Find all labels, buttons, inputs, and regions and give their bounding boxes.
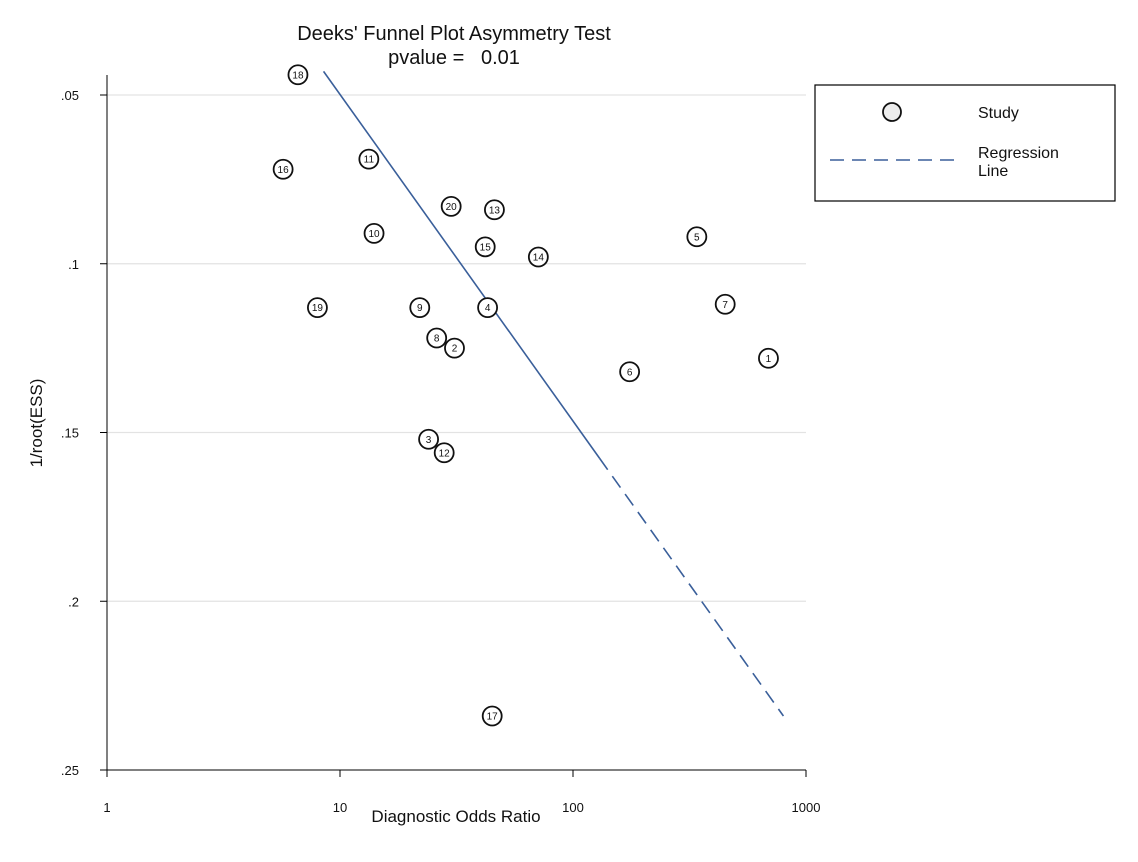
study-point-8: 8 (426, 327, 448, 349)
study-point-label: 12 (439, 448, 451, 459)
study-point-label: 4 (485, 303, 491, 314)
regression-line-dashed (598, 457, 785, 717)
study-point-marker (287, 64, 309, 86)
study-point-label: 20 (446, 202, 458, 213)
chart-title: Deeks' Funnel Plot Asymmetry Test (297, 23, 611, 45)
study-point-marker (272, 158, 294, 180)
study-point-marker (686, 226, 708, 248)
study-point-label: 17 (487, 712, 499, 723)
study-point-18: 18 (287, 64, 309, 86)
study-point-marker (481, 705, 503, 727)
study-point-label: 9 (417, 303, 423, 314)
study-point-19: 19 (307, 297, 328, 319)
regression-line-solid (322, 70, 601, 459)
y-tick-label: .2 (68, 594, 79, 609)
study-point-15: 15 (474, 236, 496, 258)
plot-area: .05.1.15.2.25 1 10 100 1000 123456789101112… (61, 64, 820, 815)
study-point-4: 4 (477, 297, 498, 319)
study-point-marker (440, 195, 462, 217)
study-point-marker (307, 297, 328, 319)
legend-box (814, 84, 1116, 202)
study-point-label: 1 (766, 354, 772, 365)
study-point-20: 20 (440, 195, 462, 217)
y-ticks: .05 .1 .15 .2 .25 (61, 88, 107, 778)
study-point-label: 6 (627, 367, 633, 378)
study-point-label: 13 (489, 205, 501, 216)
x-ticks: 1 10 100 1000 (103, 770, 820, 815)
y-axis-label: 1/root(ESS) (27, 379, 46, 468)
study-point-12: 12 (433, 442, 455, 464)
x-axis-label: Diagnostic Odds Ratio (371, 807, 540, 826)
study-point-label: 10 (368, 229, 380, 240)
chart-subtitle: pvalue = 0.01 (388, 47, 520, 69)
x-tick-label: 1 (103, 800, 110, 815)
study-point-marker (474, 236, 496, 258)
x-tick-label: 1000 (792, 800, 821, 815)
study-point-label: 16 (278, 165, 290, 176)
study-point-marker (363, 222, 385, 244)
study-point-marker (409, 297, 431, 319)
legend-regression-label-line2: Line (978, 163, 1008, 180)
study-point-marker (758, 347, 779, 369)
study-point-7: 7 (714, 293, 736, 315)
study-point-5: 5 (686, 226, 708, 248)
study-point-label: 14 (533, 253, 545, 264)
y-tick-label: .25 (61, 763, 79, 778)
study-point-9: 9 (409, 297, 431, 319)
study-point-label: 11 (364, 155, 375, 166)
study-point-3: 3 (418, 428, 439, 450)
study-point-2: 2 (444, 337, 465, 359)
regression-line (322, 70, 785, 717)
y-tick-label: .1 (68, 257, 79, 272)
study-point-marker (477, 297, 498, 319)
study-point-6: 6 (619, 361, 641, 383)
study-point-label: 7 (722, 300, 728, 311)
study-point-marker (444, 337, 465, 359)
study-point-label: 19 (312, 303, 324, 314)
study-point-marker (619, 361, 641, 383)
study-point-marker (484, 199, 505, 221)
study-point-10: 10 (363, 222, 385, 244)
study-point-13: 13 (484, 199, 505, 221)
study-point-label: 8 (434, 334, 440, 345)
study-point-marker (426, 327, 448, 349)
study-point-1: 1 (758, 347, 779, 369)
legend-regression-label-line1: Regression (978, 145, 1059, 162)
x-tick-label: 100 (562, 800, 584, 815)
study-point-label: 18 (292, 70, 304, 81)
study-point-label: 3 (426, 435, 432, 446)
x-tick-label: 10 (333, 800, 347, 815)
grid-lines (107, 94, 806, 602)
study-point-marker (418, 428, 439, 450)
study-point-marker (527, 246, 549, 268)
study-point-marker (358, 148, 380, 170)
study-point-label: 15 (480, 242, 492, 253)
legend-study-label: Study (978, 105, 1019, 122)
legend-study-marker (882, 102, 902, 122)
study-point-label: 5 (694, 232, 700, 243)
study-point-marker (714, 293, 736, 315)
study-point-11: 11 (358, 148, 380, 170)
legend: Study Regression Line (814, 84, 1116, 202)
y-tick-label: .15 (61, 426, 79, 441)
study-point-marker (433, 442, 455, 464)
study-point-14: 14 (527, 246, 549, 268)
study-point-16: 16 (272, 158, 294, 180)
y-tick-label: .05 (61, 88, 79, 103)
study-point-label: 2 (452, 344, 458, 355)
study-point-17: 17 (481, 705, 503, 727)
